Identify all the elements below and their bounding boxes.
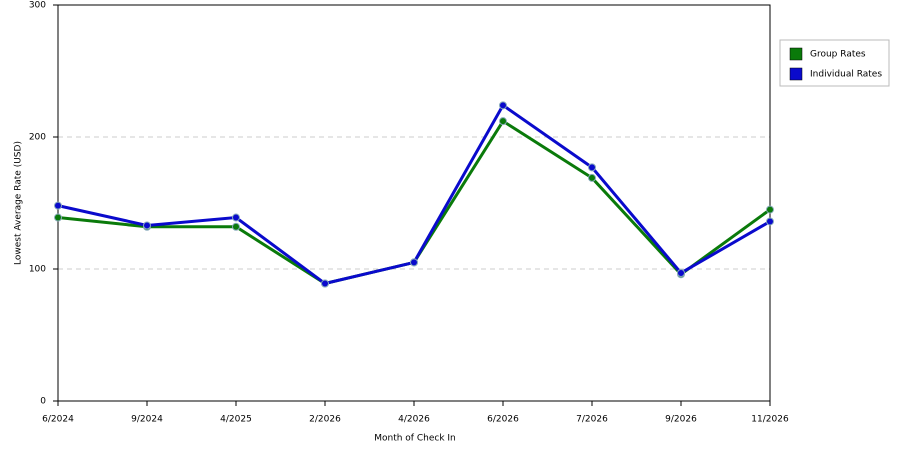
data-point <box>677 268 685 277</box>
data-point <box>766 217 774 226</box>
x-tick-label: 2/2026 <box>309 415 341 425</box>
data-point <box>232 222 240 231</box>
y-tick-label: 0 <box>40 397 46 407</box>
x-tick-label: 9/2026 <box>665 415 697 425</box>
data-point <box>54 213 62 222</box>
y-axis-label: Lowest Average Rate (USD) <box>14 141 24 265</box>
x-tick-label: 6/2024 <box>42 415 74 425</box>
data-point <box>410 258 418 267</box>
plot-frame <box>57 4 771 402</box>
x-tick-label: 4/2025 <box>220 415 252 425</box>
y-tick-label: 300 <box>29 1 46 11</box>
legend-label: Individual Rates <box>810 70 882 80</box>
x-tick-label: 4/2026 <box>398 415 430 425</box>
data-point <box>54 201 62 210</box>
data-point <box>766 205 774 214</box>
legend-box <box>779 39 890 87</box>
data-point <box>232 213 240 222</box>
data-point <box>499 101 507 110</box>
data-point <box>143 221 151 230</box>
y-tick-label: 100 <box>29 265 46 275</box>
y-tick-label: 200 <box>29 133 46 143</box>
legend-swatch <box>789 67 803 81</box>
x-tick-label: 9/2024 <box>131 415 163 425</box>
data-point <box>321 279 329 288</box>
data-point <box>588 173 596 182</box>
data-point <box>588 163 596 172</box>
x-tick-label: 6/2026 <box>487 415 519 425</box>
x-axis-label: Month of Check In <box>374 434 456 444</box>
legend-swatch <box>789 47 803 61</box>
data-point <box>499 117 507 126</box>
x-tick-label: 11/2026 <box>751 415 789 425</box>
legend-label: Group Rates <box>810 50 866 60</box>
x-tick-label: 7/2026 <box>576 415 608 425</box>
